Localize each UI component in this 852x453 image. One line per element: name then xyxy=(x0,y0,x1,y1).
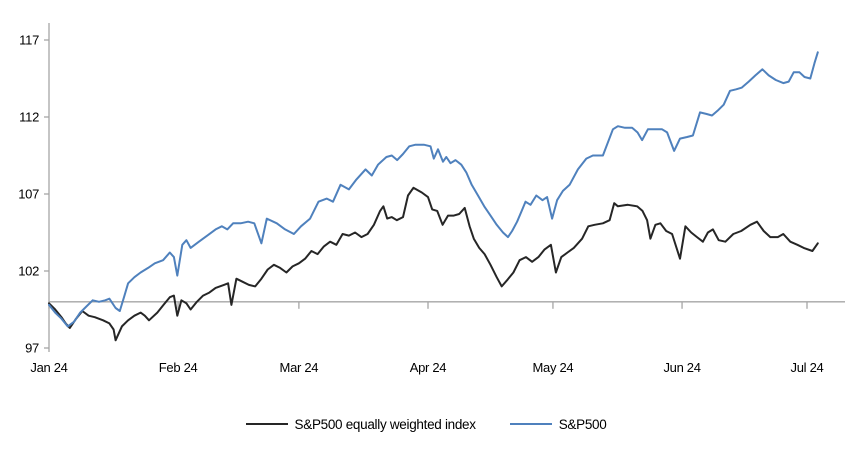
legend-label-0: S&P500 equally weighted index xyxy=(294,416,476,432)
y-tick-label: 117 xyxy=(19,33,39,48)
legend-swatch-1 xyxy=(509,423,552,425)
series-line-1 xyxy=(48,51,819,328)
x-tick-label: Mar 24 xyxy=(280,360,319,375)
x-tick-label: Jun 24 xyxy=(663,360,700,375)
axis-labels: 97 102 107 112 117 Jan 24 Feb 24 Mar 24 Apr 24 Ma… xyxy=(18,33,824,376)
series-lines xyxy=(48,51,819,342)
legend-item-1: S&P500 xyxy=(509,416,607,432)
y-tick-label: 107 xyxy=(18,187,39,202)
legend-swatch-0 xyxy=(245,423,288,425)
y-tick-label: 97 xyxy=(25,341,39,356)
y-tick-label: 112 xyxy=(19,110,39,125)
y-tick-label: 102 xyxy=(18,264,39,279)
x-tick-label: Jan 24 xyxy=(30,360,67,375)
x-tick-label: Apr 24 xyxy=(410,360,447,375)
series-line-0 xyxy=(48,186,819,342)
x-tick-label: Feb 24 xyxy=(159,360,198,375)
chart-legend: S&P500 equally weighted index S&P500 xyxy=(0,412,852,436)
x-tick-label: May 24 xyxy=(533,360,574,375)
legend-label-1: S&P500 xyxy=(558,416,607,432)
x-tick-label: Jul 24 xyxy=(791,360,824,375)
legend-item-0: S&P500 equally weighted index xyxy=(245,416,476,432)
